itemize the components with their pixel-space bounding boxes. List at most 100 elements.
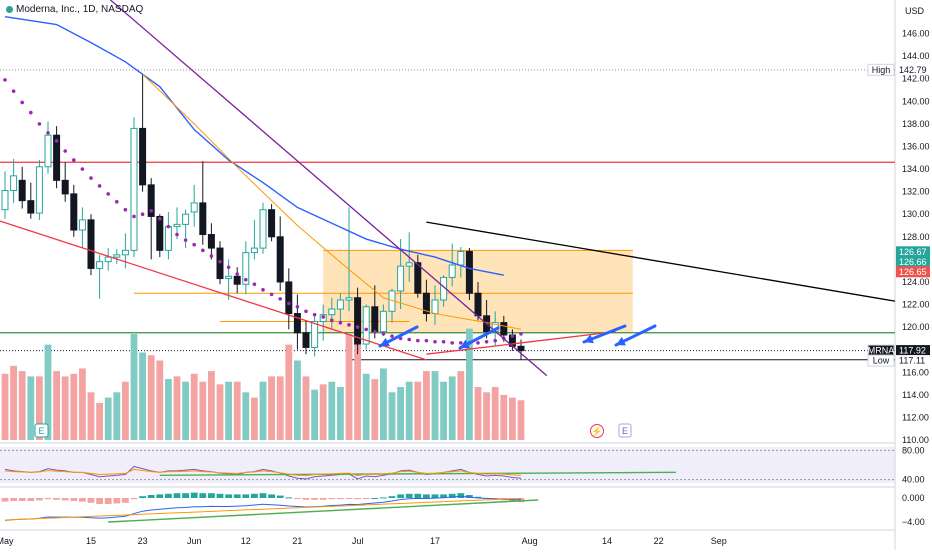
candle xyxy=(268,204,276,242)
price-tag: High 142.79 xyxy=(867,63,930,76)
volume-bar xyxy=(10,365,17,440)
psar-dot xyxy=(519,332,523,336)
volume-bar xyxy=(113,392,121,440)
candle xyxy=(18,166,26,209)
symbol-title: Moderna, Inc., 1D, NASDAQ xyxy=(16,4,144,15)
volume-bar xyxy=(371,379,379,440)
price-tag: 126.67 xyxy=(896,246,930,258)
volume-bar xyxy=(414,381,422,440)
psar-dot xyxy=(433,339,437,344)
macd-histogram-bar xyxy=(53,498,60,500)
candle-body xyxy=(431,299,439,315)
candle-body xyxy=(336,299,344,310)
psar-dot xyxy=(321,315,326,319)
rsi-trendline xyxy=(159,471,676,476)
earnings-badge-label: E xyxy=(38,426,44,436)
psar-dot xyxy=(510,334,515,338)
candle xyxy=(139,74,147,192)
volume-bar xyxy=(500,394,508,440)
candle xyxy=(293,294,301,350)
candle-body xyxy=(104,256,112,263)
macd-histogram-bar xyxy=(337,498,344,500)
time-tick-label: 15 xyxy=(86,536,96,546)
macd-histogram-bar xyxy=(87,498,95,503)
volume-bar xyxy=(1,373,9,440)
candle xyxy=(104,248,112,271)
macd-histogram-bar xyxy=(216,493,224,498)
annotation-arrow-icon xyxy=(582,324,627,344)
price-tick-label: 140.00 xyxy=(902,96,930,106)
price-tick-label: 132.00 xyxy=(902,187,930,197)
volume-bar xyxy=(27,376,35,440)
psar-dot xyxy=(132,214,136,219)
price-tag-box xyxy=(896,246,930,258)
psar-dot xyxy=(364,327,369,332)
candle-body xyxy=(173,223,181,228)
psar-dot xyxy=(390,334,394,338)
candle xyxy=(397,239,405,310)
candle xyxy=(311,315,319,357)
psar-dot xyxy=(347,323,351,327)
candle-body xyxy=(500,322,508,336)
macd-histogram-bar xyxy=(36,498,43,501)
candle xyxy=(379,304,387,337)
candle-body xyxy=(328,308,336,316)
candle-body xyxy=(233,275,241,285)
candle-body xyxy=(18,179,26,202)
price-tag-box xyxy=(896,345,930,357)
time-tick-label: 14 xyxy=(602,536,612,546)
dividend-badge-label: ⚡ xyxy=(591,426,602,438)
psar-dot xyxy=(244,277,248,282)
volume-bar xyxy=(242,392,250,440)
candle xyxy=(87,214,95,276)
volume-bar xyxy=(190,373,198,440)
candle-body xyxy=(311,320,319,348)
candle xyxy=(422,279,430,322)
psar-dot xyxy=(123,207,128,212)
volume-bar xyxy=(302,376,310,440)
price-tick-label: 142.00 xyxy=(902,74,930,84)
time-tick-label: Aug xyxy=(522,536,538,546)
macd-histogram-bar xyxy=(294,498,301,499)
macd-tick-label: −4.00 xyxy=(902,517,925,527)
candle xyxy=(1,171,9,219)
macd-histogram-bar xyxy=(448,493,456,498)
candle-body xyxy=(87,219,95,269)
psar-dot xyxy=(407,337,412,342)
candle-body xyxy=(302,332,310,348)
psar-dot xyxy=(149,209,153,213)
psar-dot xyxy=(158,216,162,221)
volume-bar xyxy=(474,387,482,440)
candle-body xyxy=(276,236,284,283)
volume-bar xyxy=(431,371,439,440)
volume-bar xyxy=(294,360,301,440)
macd-histogram-bar xyxy=(388,496,396,498)
psar-dot xyxy=(46,131,50,135)
psar-dot xyxy=(140,212,145,217)
volume-bar xyxy=(268,376,275,440)
macd-histogram-bar xyxy=(371,498,379,499)
volume-bar xyxy=(405,381,413,440)
volume-bar xyxy=(199,381,207,440)
psar-dot xyxy=(218,259,222,264)
price-tag: Low 117.11 xyxy=(867,354,930,367)
macd-histogram-bar xyxy=(1,498,9,502)
volume-bar xyxy=(440,381,447,440)
volume-bar xyxy=(354,344,361,440)
psar-dot xyxy=(89,176,93,180)
badge-frame xyxy=(34,423,49,438)
macd-histogram-bar xyxy=(474,496,482,498)
price-tag: 126.65 xyxy=(896,266,930,278)
volume-bar xyxy=(397,387,404,440)
candle-body xyxy=(121,249,129,256)
candle-body xyxy=(414,262,422,294)
annotation-arrow-icon xyxy=(378,325,419,348)
psar-dot xyxy=(261,288,265,292)
candle xyxy=(44,121,52,174)
candle-body xyxy=(405,262,413,267)
candle-body xyxy=(199,202,207,236)
psar-dot xyxy=(493,338,498,343)
candle xyxy=(78,207,86,249)
